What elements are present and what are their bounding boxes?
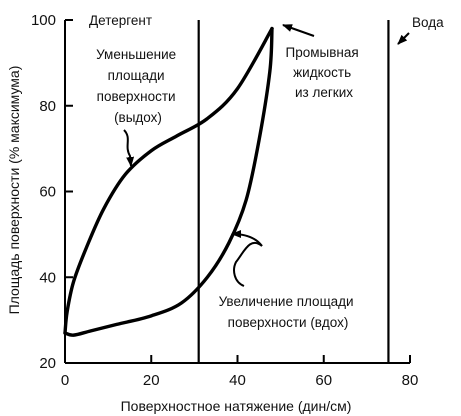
inhale-arrow-head — [231, 230, 263, 247]
hysteresis-curves — [63, 26, 274, 337]
y-tick-label: 20 — [39, 355, 56, 372]
y-tick-label: 60 — [39, 184, 56, 201]
x-axis-title: Поверхностное натяжение (дин/см) — [121, 398, 352, 414]
exhale-line-1: Уменьшение — [96, 47, 176, 62]
inhale-annotation: Увеличение площади поверхности (вдох) — [219, 294, 358, 330]
inhale-arrow — [233, 241, 263, 287]
water-arrow — [397, 32, 410, 45]
x-tick-label: 40 — [229, 372, 246, 389]
x-tick-label: 20 — [143, 372, 160, 389]
lavage-line-2: жидкость — [293, 65, 351, 80]
x-tick-label: 80 — [402, 372, 419, 389]
exhale-line-4: (выдох) — [114, 110, 162, 125]
axis-ticks: 0 20 40 60 80 20 40 60 80 100 — [31, 12, 418, 389]
x-tick-label: 0 — [61, 372, 69, 389]
x-tick-label: 60 — [315, 372, 332, 389]
reference-lines — [197, 20, 390, 363]
lavage-line-1: Промывная — [286, 45, 359, 60]
inflation-curve — [63, 26, 274, 337]
inhale-line-1: Увеличение площади — [219, 294, 354, 309]
exhale-annotation: Уменьшение площади поверхности (выдох) — [96, 47, 180, 125]
detergent-label: Детергент — [89, 13, 152, 28]
exhale-line-3: поверхности — [97, 89, 176, 104]
y-tick-label: 40 — [39, 269, 56, 286]
inhale-line-2: поверхности (вдох) — [228, 315, 349, 330]
exhale-arrow — [123, 129, 135, 167]
lavage-line-3: из легких — [295, 85, 353, 100]
y-tick-label: 100 — [31, 12, 56, 29]
water-label: Вода — [412, 15, 444, 30]
y-axis-title: Площадь поверхности (% максимума) — [6, 66, 22, 315]
lavage-arrow — [282, 24, 315, 37]
exhale-line-2: площади — [108, 68, 165, 83]
deflation-curve — [63, 26, 274, 335]
y-tick-label: 80 — [39, 98, 56, 115]
lavage-annotation: Промывная жидкость из легких — [286, 45, 363, 100]
